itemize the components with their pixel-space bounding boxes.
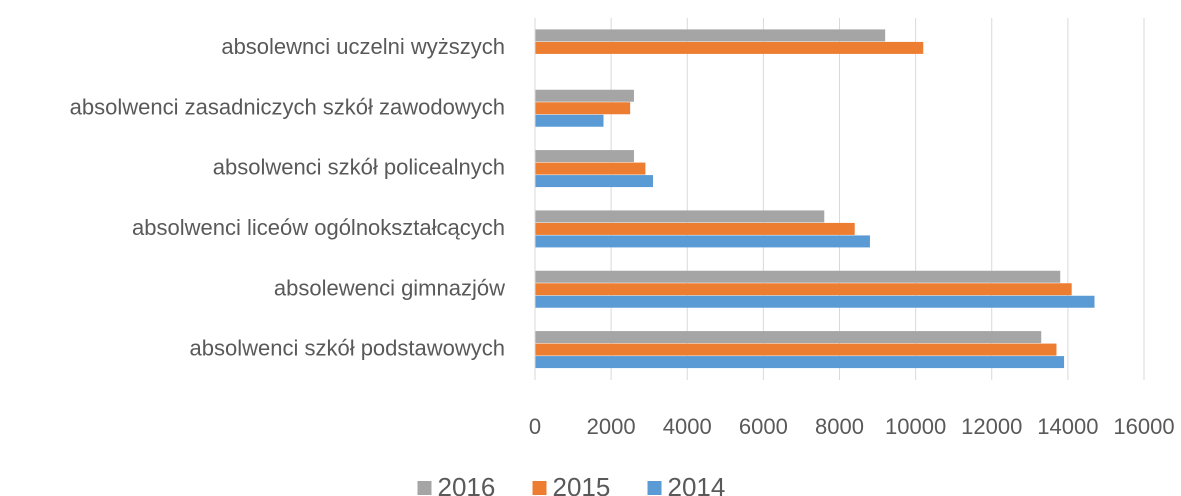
bar bbox=[535, 114, 604, 127]
legend-label: 2015 bbox=[553, 472, 611, 496]
legend-swatch bbox=[647, 481, 662, 495]
y-tick-label: absolwenci szkół podstawowych bbox=[190, 336, 506, 361]
x-tick-label: 6000 bbox=[739, 414, 788, 439]
bar bbox=[535, 210, 825, 223]
bar bbox=[535, 89, 634, 102]
x-tick-label: 4000 bbox=[663, 414, 712, 439]
bar bbox=[535, 331, 1042, 344]
y-tick-label: absolwenci zasadniczych szkół zawodowych bbox=[70, 94, 505, 119]
bar bbox=[535, 343, 1057, 356]
x-tick-label: 10000 bbox=[885, 414, 946, 439]
bar bbox=[535, 295, 1095, 308]
bar bbox=[535, 29, 886, 42]
y-tick-label: absolwenci liceów ogólnokształcących bbox=[132, 215, 505, 240]
bar bbox=[535, 356, 1065, 369]
bar bbox=[535, 235, 870, 248]
x-tick-label: 8000 bbox=[815, 414, 864, 439]
bar bbox=[535, 222, 855, 235]
legend-label: 2014 bbox=[668, 472, 726, 496]
legend-swatch bbox=[532, 481, 547, 495]
bar bbox=[535, 270, 1061, 283]
bar bbox=[535, 175, 653, 188]
y-tick-label: absolewenci gimnazjów bbox=[274, 275, 505, 300]
x-tick-label: 12000 bbox=[961, 414, 1022, 439]
x-tick-label: 0 bbox=[529, 414, 541, 439]
x-tick-label: 14000 bbox=[1037, 414, 1098, 439]
legend-label: 2016 bbox=[438, 472, 496, 496]
bar bbox=[535, 162, 646, 175]
x-tick-label: 16000 bbox=[1113, 414, 1174, 439]
y-tick-label: absolwenci szkół policealnych bbox=[213, 155, 505, 180]
bar bbox=[535, 102, 631, 115]
bar bbox=[535, 283, 1072, 296]
bar bbox=[535, 150, 634, 163]
y-tick-label: absolewnci uczelni wyższych bbox=[221, 34, 505, 59]
x-tick-label: 2000 bbox=[587, 414, 636, 439]
bar bbox=[535, 41, 924, 54]
legend-swatch bbox=[417, 481, 432, 495]
